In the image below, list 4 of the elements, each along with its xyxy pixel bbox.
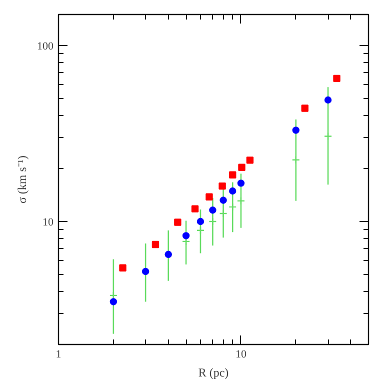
y-tick-label: 100 xyxy=(37,40,54,52)
x-axis-title: R (pc) xyxy=(198,366,229,380)
x-tick-label: 1 xyxy=(56,348,62,360)
y-axis-title: σ (km s⁻¹) xyxy=(15,155,29,204)
